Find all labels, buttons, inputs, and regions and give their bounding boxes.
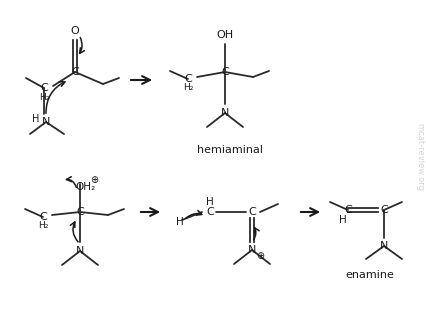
Text: ⊕: ⊕ xyxy=(90,175,98,185)
Text: C: C xyxy=(184,74,191,84)
Text: ⊕: ⊕ xyxy=(255,251,263,261)
Text: C: C xyxy=(221,67,228,77)
Text: C: C xyxy=(71,67,79,77)
Text: O: O xyxy=(70,26,79,36)
Text: C: C xyxy=(206,207,213,217)
Text: C: C xyxy=(39,212,47,222)
Text: H: H xyxy=(176,217,184,227)
Text: H: H xyxy=(206,197,213,207)
Text: N: N xyxy=(379,241,387,251)
Text: C: C xyxy=(379,205,387,215)
Text: N: N xyxy=(247,245,256,255)
Text: hemiaminal: hemiaminal xyxy=(196,145,262,155)
Text: OH: OH xyxy=(216,30,233,40)
Text: H₂: H₂ xyxy=(38,221,48,230)
Text: H₂: H₂ xyxy=(39,93,49,101)
Text: OH₂: OH₂ xyxy=(75,182,95,192)
Text: H₂: H₂ xyxy=(182,84,193,93)
Text: H: H xyxy=(338,215,346,225)
Text: N: N xyxy=(42,117,50,127)
Text: C: C xyxy=(343,205,351,215)
Text: C: C xyxy=(40,83,48,93)
Text: N: N xyxy=(220,108,229,118)
Text: N: N xyxy=(76,246,84,256)
Text: mcat-review.org: mcat-review.org xyxy=(414,123,423,191)
Text: C: C xyxy=(76,207,83,217)
Text: H: H xyxy=(32,114,40,124)
Text: enamine: enamine xyxy=(345,270,394,280)
Text: C: C xyxy=(248,207,255,217)
